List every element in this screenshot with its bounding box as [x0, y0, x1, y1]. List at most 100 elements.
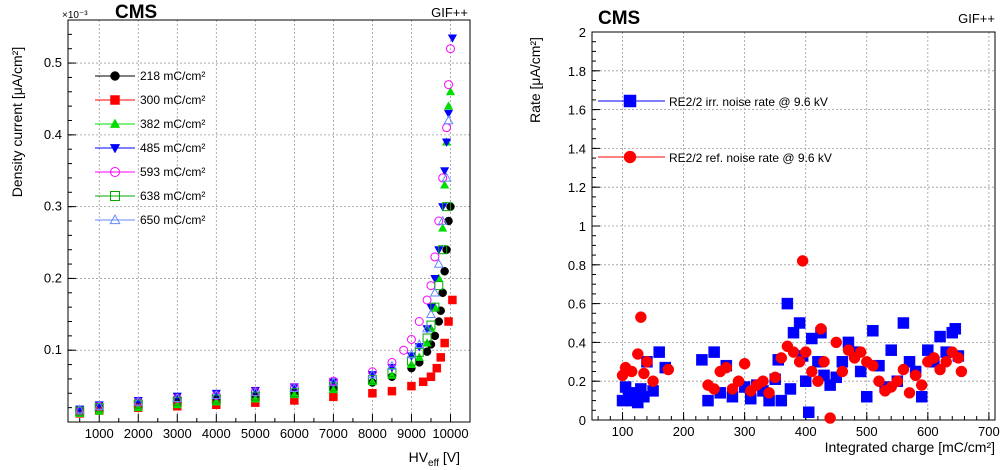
x-tick-label: 3000 [163, 426, 192, 441]
plot-frame [67, 19, 471, 423]
data-point [867, 359, 879, 372]
x-tick-label: 600 [917, 424, 939, 439]
legend: 218 mC/cm² 300 mC/cm² 382 mC/cm² 485 mC/cm²… [95, 69, 205, 227]
x-axis-title: HVeff [V] [409, 449, 460, 469]
x-tick-label: 300 [734, 424, 756, 439]
data-point [793, 356, 806, 368]
legend-label: 382 mC/cm² [140, 117, 205, 131]
data-point [75, 406, 85, 416]
data-point [799, 346, 812, 358]
data-point [653, 346, 665, 358]
data-point [414, 317, 424, 326]
data-point [806, 332, 818, 345]
data-point [387, 357, 397, 367]
left-panel-current-vs-hv: 1000 2000 3000 4000 5000 6000 7000 8000 9000 1000… [9, 2, 471, 469]
data-point [368, 389, 377, 398]
data-point [443, 109, 454, 119]
data-point [399, 345, 409, 355]
data-point [638, 390, 650, 403]
data-point [726, 383, 739, 395]
data-point [934, 330, 946, 343]
data-point [447, 34, 458, 43]
data-point [406, 349, 417, 359]
data-point [836, 365, 849, 378]
data-point [440, 167, 450, 176]
y-tick-label: 0.6 [568, 297, 586, 312]
y-exponent: ×10⁻³ [62, 10, 88, 21]
x-tick-label: 1000 [85, 426, 114, 441]
y-tick-label: 0 [579, 413, 586, 428]
data-point [903, 387, 916, 399]
data-point [289, 389, 299, 399]
data-point [784, 383, 797, 395]
data-point [406, 359, 417, 369]
data-point [426, 372, 436, 382]
x-axis-title-subscript: eff [428, 458, 439, 469]
x-tick-label: 700 [978, 424, 1000, 439]
x-axis-title-main: HV [409, 449, 429, 465]
y-tick-label: 0.8 [568, 258, 586, 273]
data-point [903, 356, 916, 368]
data-point [708, 346, 720, 358]
legend-label: 638 mC/cm² [140, 189, 205, 203]
data-point [443, 115, 454, 125]
x-tick-label: 10000 [432, 426, 468, 441]
data-point [720, 361, 733, 374]
data-point [438, 245, 448, 255]
data-point [422, 295, 432, 305]
legend-label: 650 mC/cm² [140, 213, 205, 227]
data-point [867, 325, 879, 337]
data-point [440, 180, 450, 189]
data-point [94, 403, 104, 413]
data-point [407, 381, 416, 391]
data-point [367, 375, 377, 385]
data-point [812, 375, 824, 387]
x-tick-label: 8000 [358, 426, 387, 441]
data-point [949, 323, 962, 335]
data-point [406, 334, 416, 344]
data-point [430, 331, 440, 341]
y-tick-label: 0.1 [44, 342, 62, 357]
data-point [647, 375, 659, 387]
data-point [815, 323, 827, 335]
cms-label: CMS [598, 8, 640, 29]
data-point [442, 123, 452, 133]
legend-label: 593 mC/cm² [140, 165, 205, 179]
legend-marker [110, 71, 120, 81]
data-point [445, 44, 455, 54]
x-axis-title: Integrated charge [mC/cm²] [825, 439, 995, 455]
y-tick-label: 1 [579, 219, 586, 234]
data-point [443, 101, 454, 110]
data-point [842, 344, 855, 356]
data-point [934, 363, 946, 376]
data-point [769, 371, 781, 384]
data-point [418, 377, 428, 387]
series-0 [75, 202, 455, 416]
data-point [426, 281, 436, 291]
data-point [915, 390, 928, 403]
data-point [444, 317, 453, 326]
x-axis-title-unit: [V] [439, 449, 460, 465]
y-tick-label: 0.4 [44, 127, 62, 142]
data-point [787, 326, 800, 339]
data-point [702, 394, 714, 407]
data-point [793, 317, 806, 329]
x-tick-label: 400 [795, 424, 817, 439]
x-tick-label: 100 [612, 424, 634, 439]
data-point [909, 369, 922, 382]
legend-label: RE2/2 irr. noise rate @ 9.6 kV [669, 95, 828, 109]
y-tick-label: 0.5 [44, 55, 62, 70]
legend-marker [109, 118, 121, 128]
data-point [441, 138, 452, 147]
data-point [440, 338, 449, 348]
data-point [824, 412, 836, 424]
data-point [940, 356, 952, 368]
data-point [787, 346, 800, 358]
y-tick-label: 0.3 [44, 199, 62, 214]
data-point [708, 383, 720, 395]
y-tick-label: 0.2 [44, 270, 62, 285]
y-tick-label: 2 [579, 25, 586, 40]
data-point [172, 399, 182, 409]
data-point [438, 223, 448, 232]
data-point [928, 352, 940, 364]
